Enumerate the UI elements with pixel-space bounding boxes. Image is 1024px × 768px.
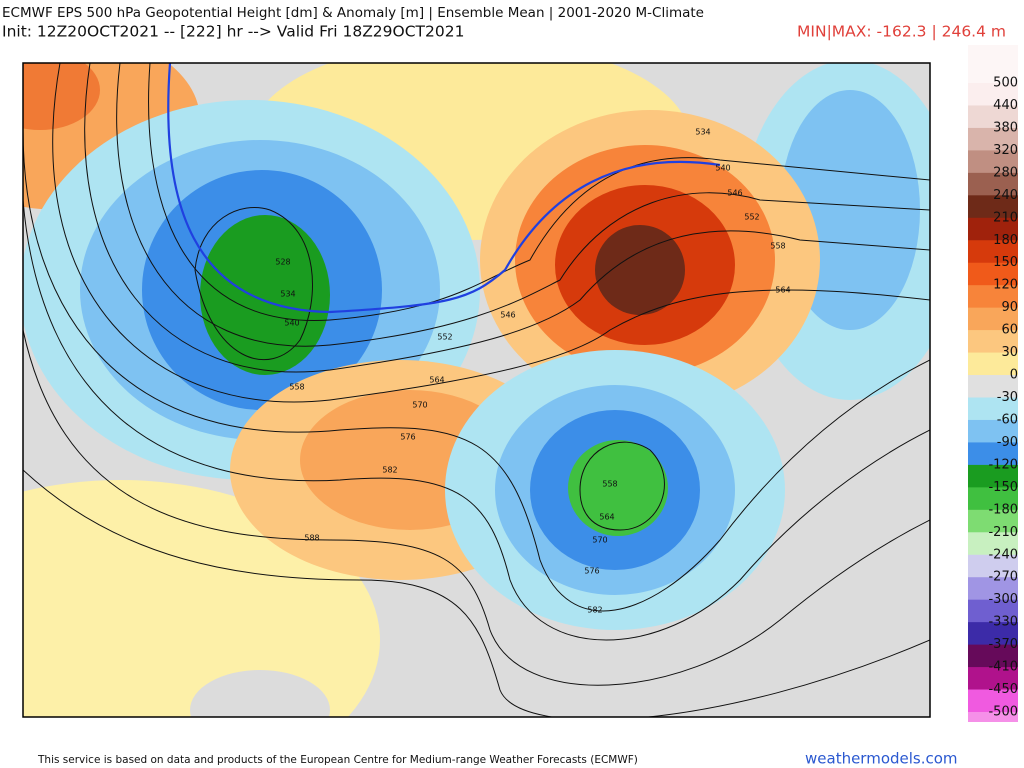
colorbar-label: 380 <box>993 120 1018 135</box>
colorbar-label: -150 <box>988 480 1018 495</box>
colorbar-cell <box>968 285 1018 309</box>
colorbar-cell <box>968 622 1018 646</box>
colorbar-label: -270 <box>988 570 1018 585</box>
anomaly <box>200 215 330 375</box>
subtitle: Init: 12Z20OCT2021 -- [222] hr --> Valid… <box>2 23 464 41</box>
contour-label: 570 <box>412 401 427 410</box>
colorbar-label: -300 <box>988 592 1018 607</box>
colorbar-label: 150 <box>993 255 1018 270</box>
contour-label: 546 <box>500 311 515 320</box>
colorbar-cell <box>968 464 1018 488</box>
colorbar-cell <box>968 487 1018 511</box>
colorbar-label: 320 <box>993 143 1018 158</box>
contour-label: 588 <box>304 534 319 543</box>
colorbar-cell <box>968 262 1018 286</box>
contour-label: 528 <box>275 258 290 267</box>
colorbar-cell <box>968 509 1018 533</box>
contour-label: 570 <box>592 536 607 545</box>
contour-label: 582 <box>587 606 602 615</box>
colorbar-label: -30 <box>997 390 1018 405</box>
colorbar-cell <box>968 195 1018 219</box>
contour-label: 546 <box>727 189 742 198</box>
contour-label: 534 <box>695 128 710 137</box>
colorbar-label: 30 <box>1001 345 1018 360</box>
colorbar-label: -370 <box>988 637 1018 652</box>
colorbar-label: -210 <box>988 525 1018 540</box>
colorbar-cell <box>968 532 1018 556</box>
map <box>23 63 930 717</box>
contour-label: 564 <box>775 286 790 295</box>
min-max: MIN|MAX: -162.3 | 246.4 m <box>797 23 1006 41</box>
contour-label: 576 <box>584 567 599 576</box>
colorbar-cell <box>968 667 1018 691</box>
colorbar-label: -500 <box>988 705 1018 720</box>
contour-label: 534 <box>280 290 295 299</box>
colorbar-label: 0 <box>1010 368 1018 383</box>
colorbar-cell <box>968 83 1018 106</box>
colorbar-label: -180 <box>988 502 1018 517</box>
contour-label: 540 <box>284 319 299 328</box>
colorbar-cell <box>968 375 1018 398</box>
colorbar-label: 440 <box>993 98 1018 113</box>
colorbar-cell <box>968 644 1018 668</box>
colorbar-cell <box>968 397 1018 421</box>
colorbar-label: -410 <box>988 660 1018 675</box>
colorbar-label: 90 <box>1001 300 1018 315</box>
colorbar-cell <box>968 105 1018 129</box>
site-link[interactable]: weathermodels.com <box>805 750 958 768</box>
colorbar-label: 210 <box>993 210 1018 225</box>
colorbar-label: -450 <box>988 682 1018 697</box>
colorbar-label: 280 <box>993 165 1018 180</box>
colorbar-cell <box>968 330 1018 354</box>
credit: This service is based on data and produc… <box>37 754 638 766</box>
colorbar-cell <box>968 150 1018 174</box>
colorbar-cell <box>968 419 1018 443</box>
contour-label: 564 <box>599 513 614 522</box>
anomaly <box>595 225 685 315</box>
colorbar-label: 60 <box>1001 323 1018 338</box>
colorbar-label: 120 <box>993 278 1018 293</box>
contour-label: 564 <box>429 376 444 385</box>
colorbar-label: -330 <box>988 615 1018 630</box>
colorbar-cap <box>968 45 1018 83</box>
title: ECMWF EPS 500 hPa Geopotential Height [d… <box>2 5 704 21</box>
colorbar-label: 180 <box>993 233 1018 248</box>
colorbar-cap <box>968 712 1018 722</box>
colorbar-label: -60 <box>997 412 1018 427</box>
colorbar-cell <box>968 599 1018 623</box>
colorbar-cell <box>968 689 1018 713</box>
colorbar-label: -90 <box>997 435 1018 450</box>
contour-label: 558 <box>770 242 785 251</box>
contours <box>23 63 930 717</box>
anomaly <box>568 440 668 536</box>
contour-label: 558 <box>289 383 304 392</box>
colorbar-cell <box>968 240 1018 264</box>
colorbar-cell <box>968 172 1018 196</box>
colorbar-label: 240 <box>993 188 1018 203</box>
colorbar-cell <box>968 442 1018 466</box>
colorbar-label: -120 <box>988 457 1018 472</box>
contour-label: 582 <box>382 466 397 475</box>
contour-label: 576 <box>400 433 415 442</box>
colorbar-cell <box>968 307 1018 331</box>
contour-label: 540 <box>715 164 730 173</box>
anomaly <box>23 63 100 130</box>
contour-label: 552 <box>437 333 452 342</box>
map-frame <box>22 62 931 718</box>
colorbar-label: -240 <box>988 547 1018 562</box>
colorbar-cell <box>968 217 1018 241</box>
anomaly <box>190 670 330 717</box>
colorbar-cell <box>968 352 1018 376</box>
contour-label: 558 <box>602 480 617 489</box>
colorbar-cell <box>968 127 1018 151</box>
colorbar-cell <box>968 554 1018 578</box>
colorbar-label: 500 <box>993 76 1018 91</box>
contour-label: 552 <box>744 213 759 222</box>
colorbar-cell <box>968 577 1018 601</box>
